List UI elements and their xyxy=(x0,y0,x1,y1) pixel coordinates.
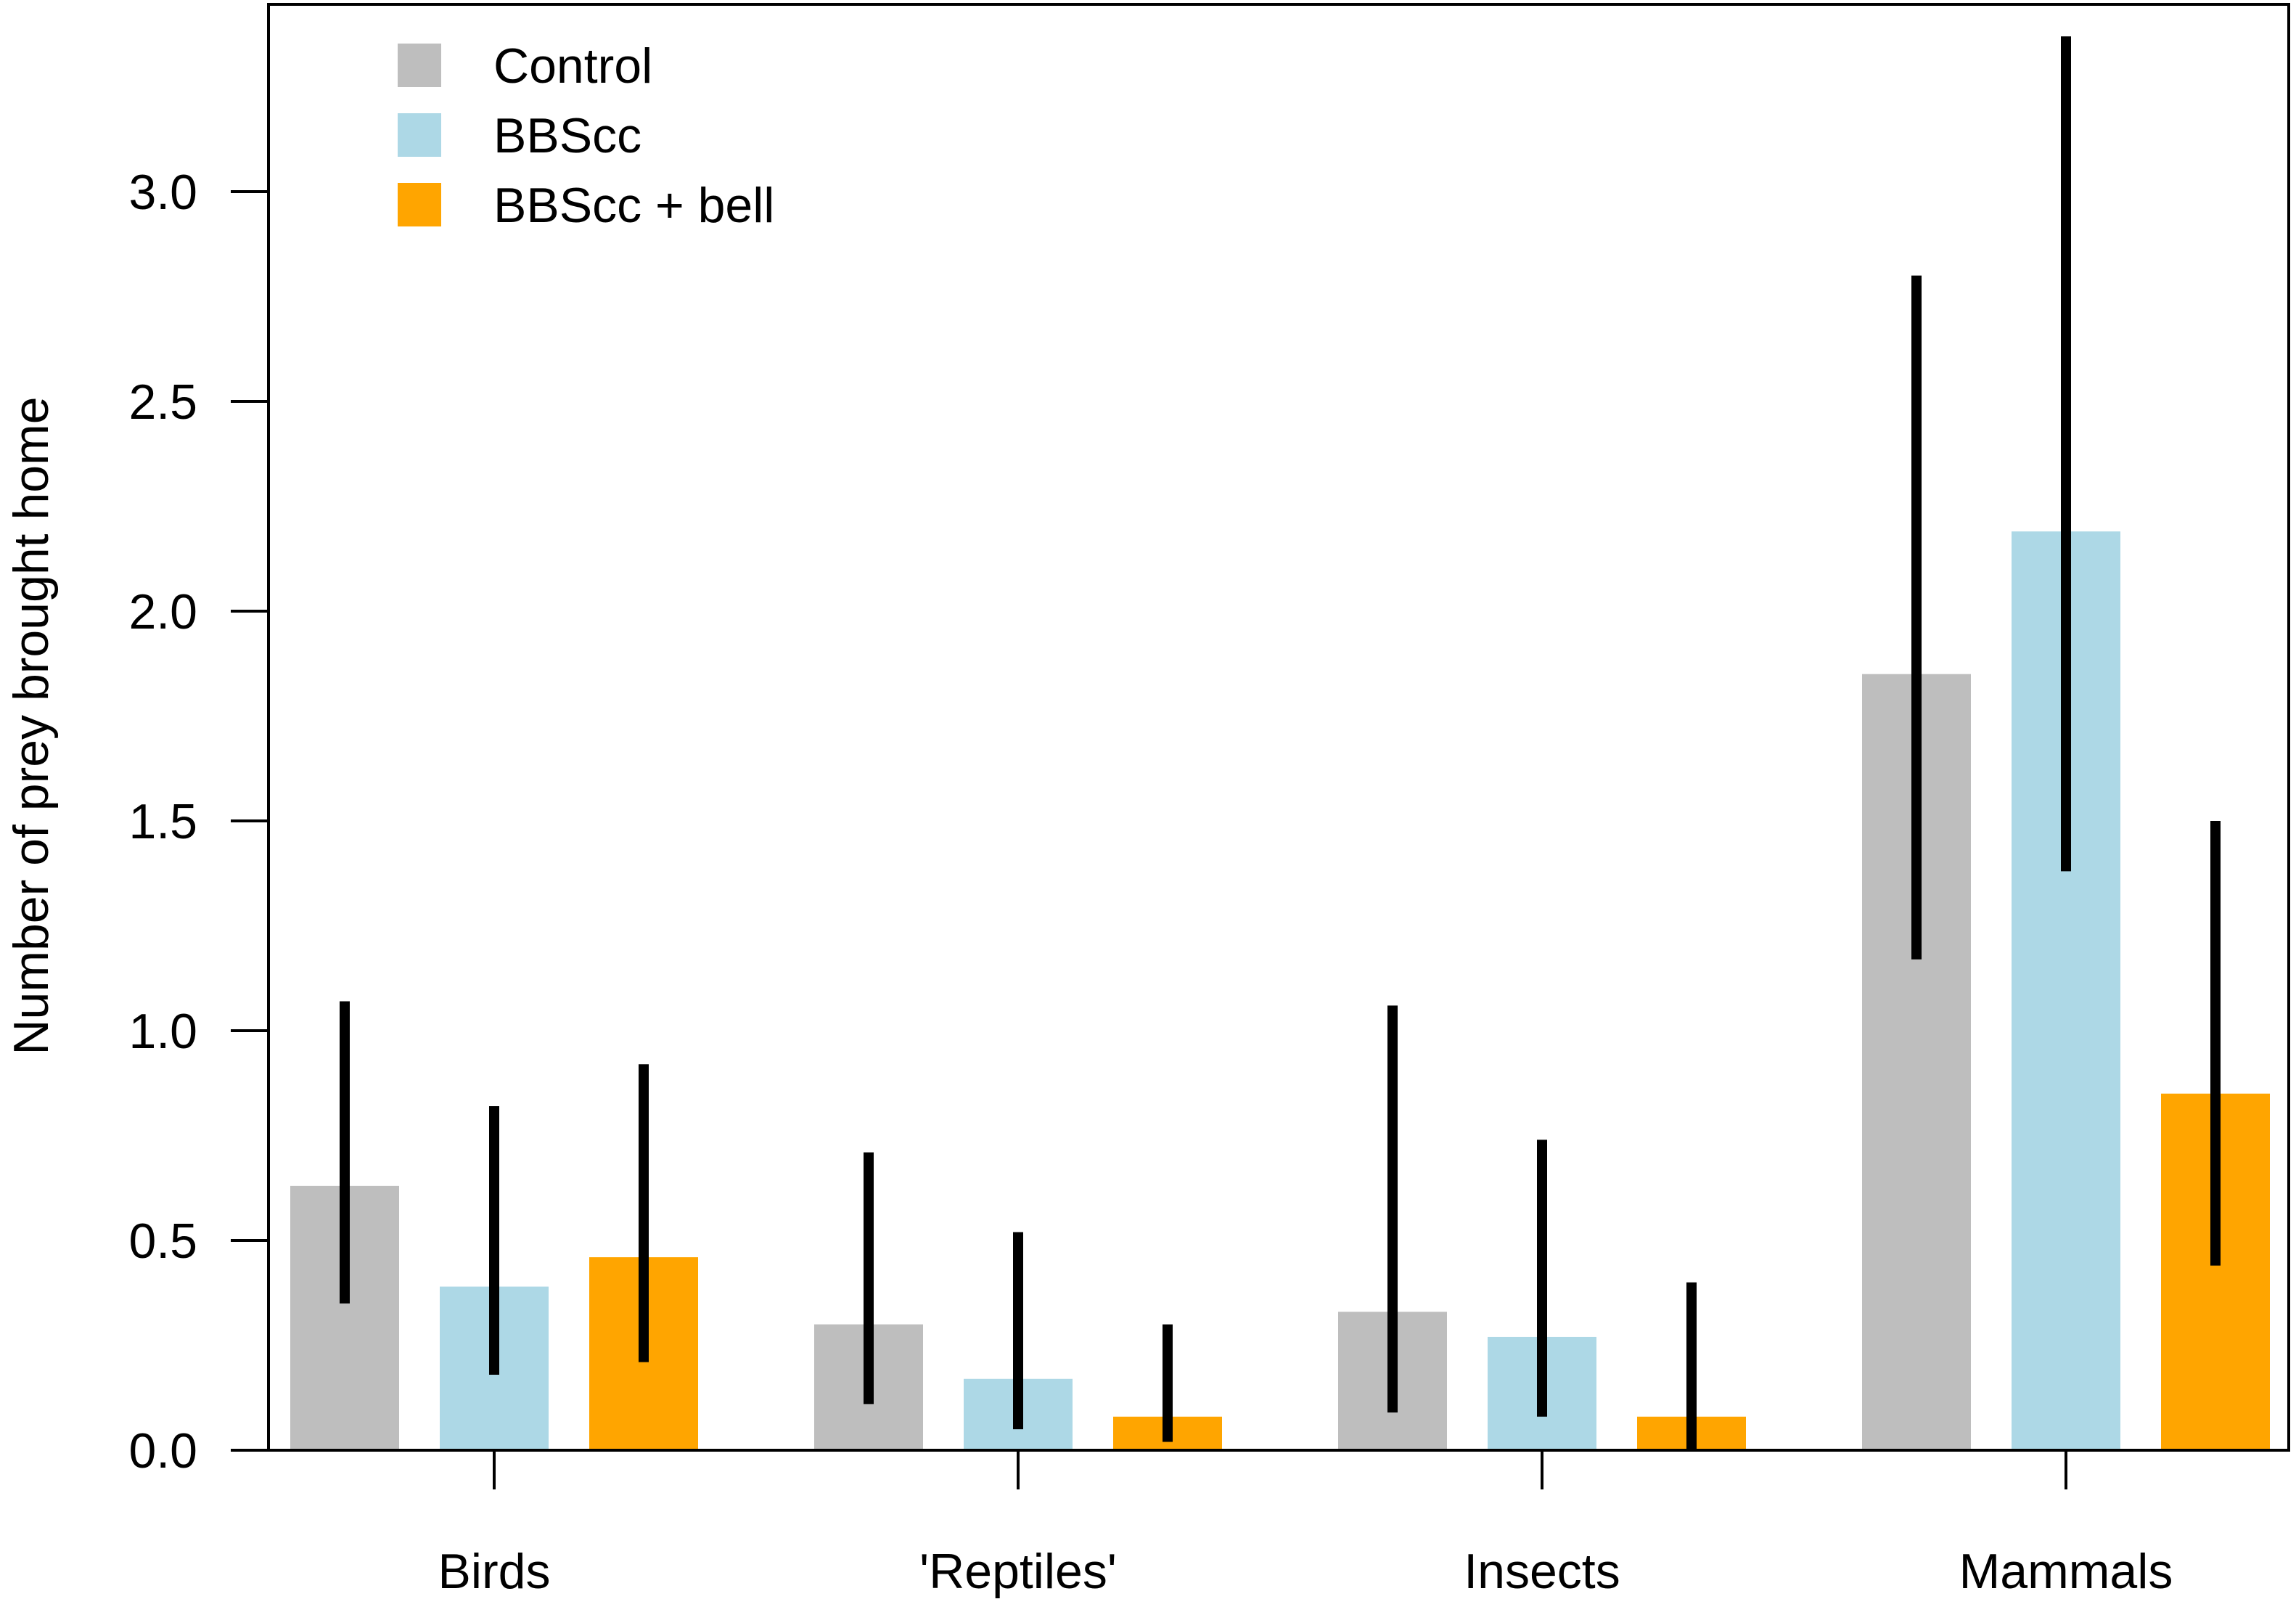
x-axis: Birds 'Reptiles' Insects Mammals xyxy=(438,1450,2173,1599)
y-tick-label: 2.5 xyxy=(128,375,197,430)
plot-frame xyxy=(267,3,2290,1452)
legend-swatch-bbscc-bell xyxy=(398,183,441,226)
legend-label-control: Control xyxy=(493,38,652,94)
x-tick-label: Mammals xyxy=(1959,1544,2173,1599)
x-tick-label: 'Reptiles' xyxy=(919,1544,1117,1599)
bars-layer xyxy=(290,531,2270,1451)
y-tick-label: 1.5 xyxy=(128,794,197,849)
y-tick-label: 2.0 xyxy=(128,584,197,639)
y-axis: 0.0 0.5 1.0 1.5 2.0 2.5 3.0 xyxy=(128,165,268,1479)
y-tick-label: 0.5 xyxy=(128,1214,197,1269)
legend-label-bbscc-bell: BBScc + bell xyxy=(493,178,774,233)
y-tick-label: 3.0 xyxy=(128,165,197,220)
legend: Control BBScc BBScc + bell xyxy=(398,38,774,233)
y-tick-label: 0.0 xyxy=(128,1423,197,1479)
error-bars-layer xyxy=(340,36,2221,1450)
legend-swatch-control xyxy=(398,44,441,87)
x-tick-label: Birds xyxy=(438,1544,551,1599)
x-tick-label: Insects xyxy=(1464,1544,1620,1599)
legend-label-bbscc: BBScc xyxy=(493,108,641,163)
legend-swatch-bbscc xyxy=(398,113,441,157)
y-axis-label: Number of prey brought home xyxy=(4,396,59,1055)
y-tick-label: 1.0 xyxy=(128,1004,197,1059)
